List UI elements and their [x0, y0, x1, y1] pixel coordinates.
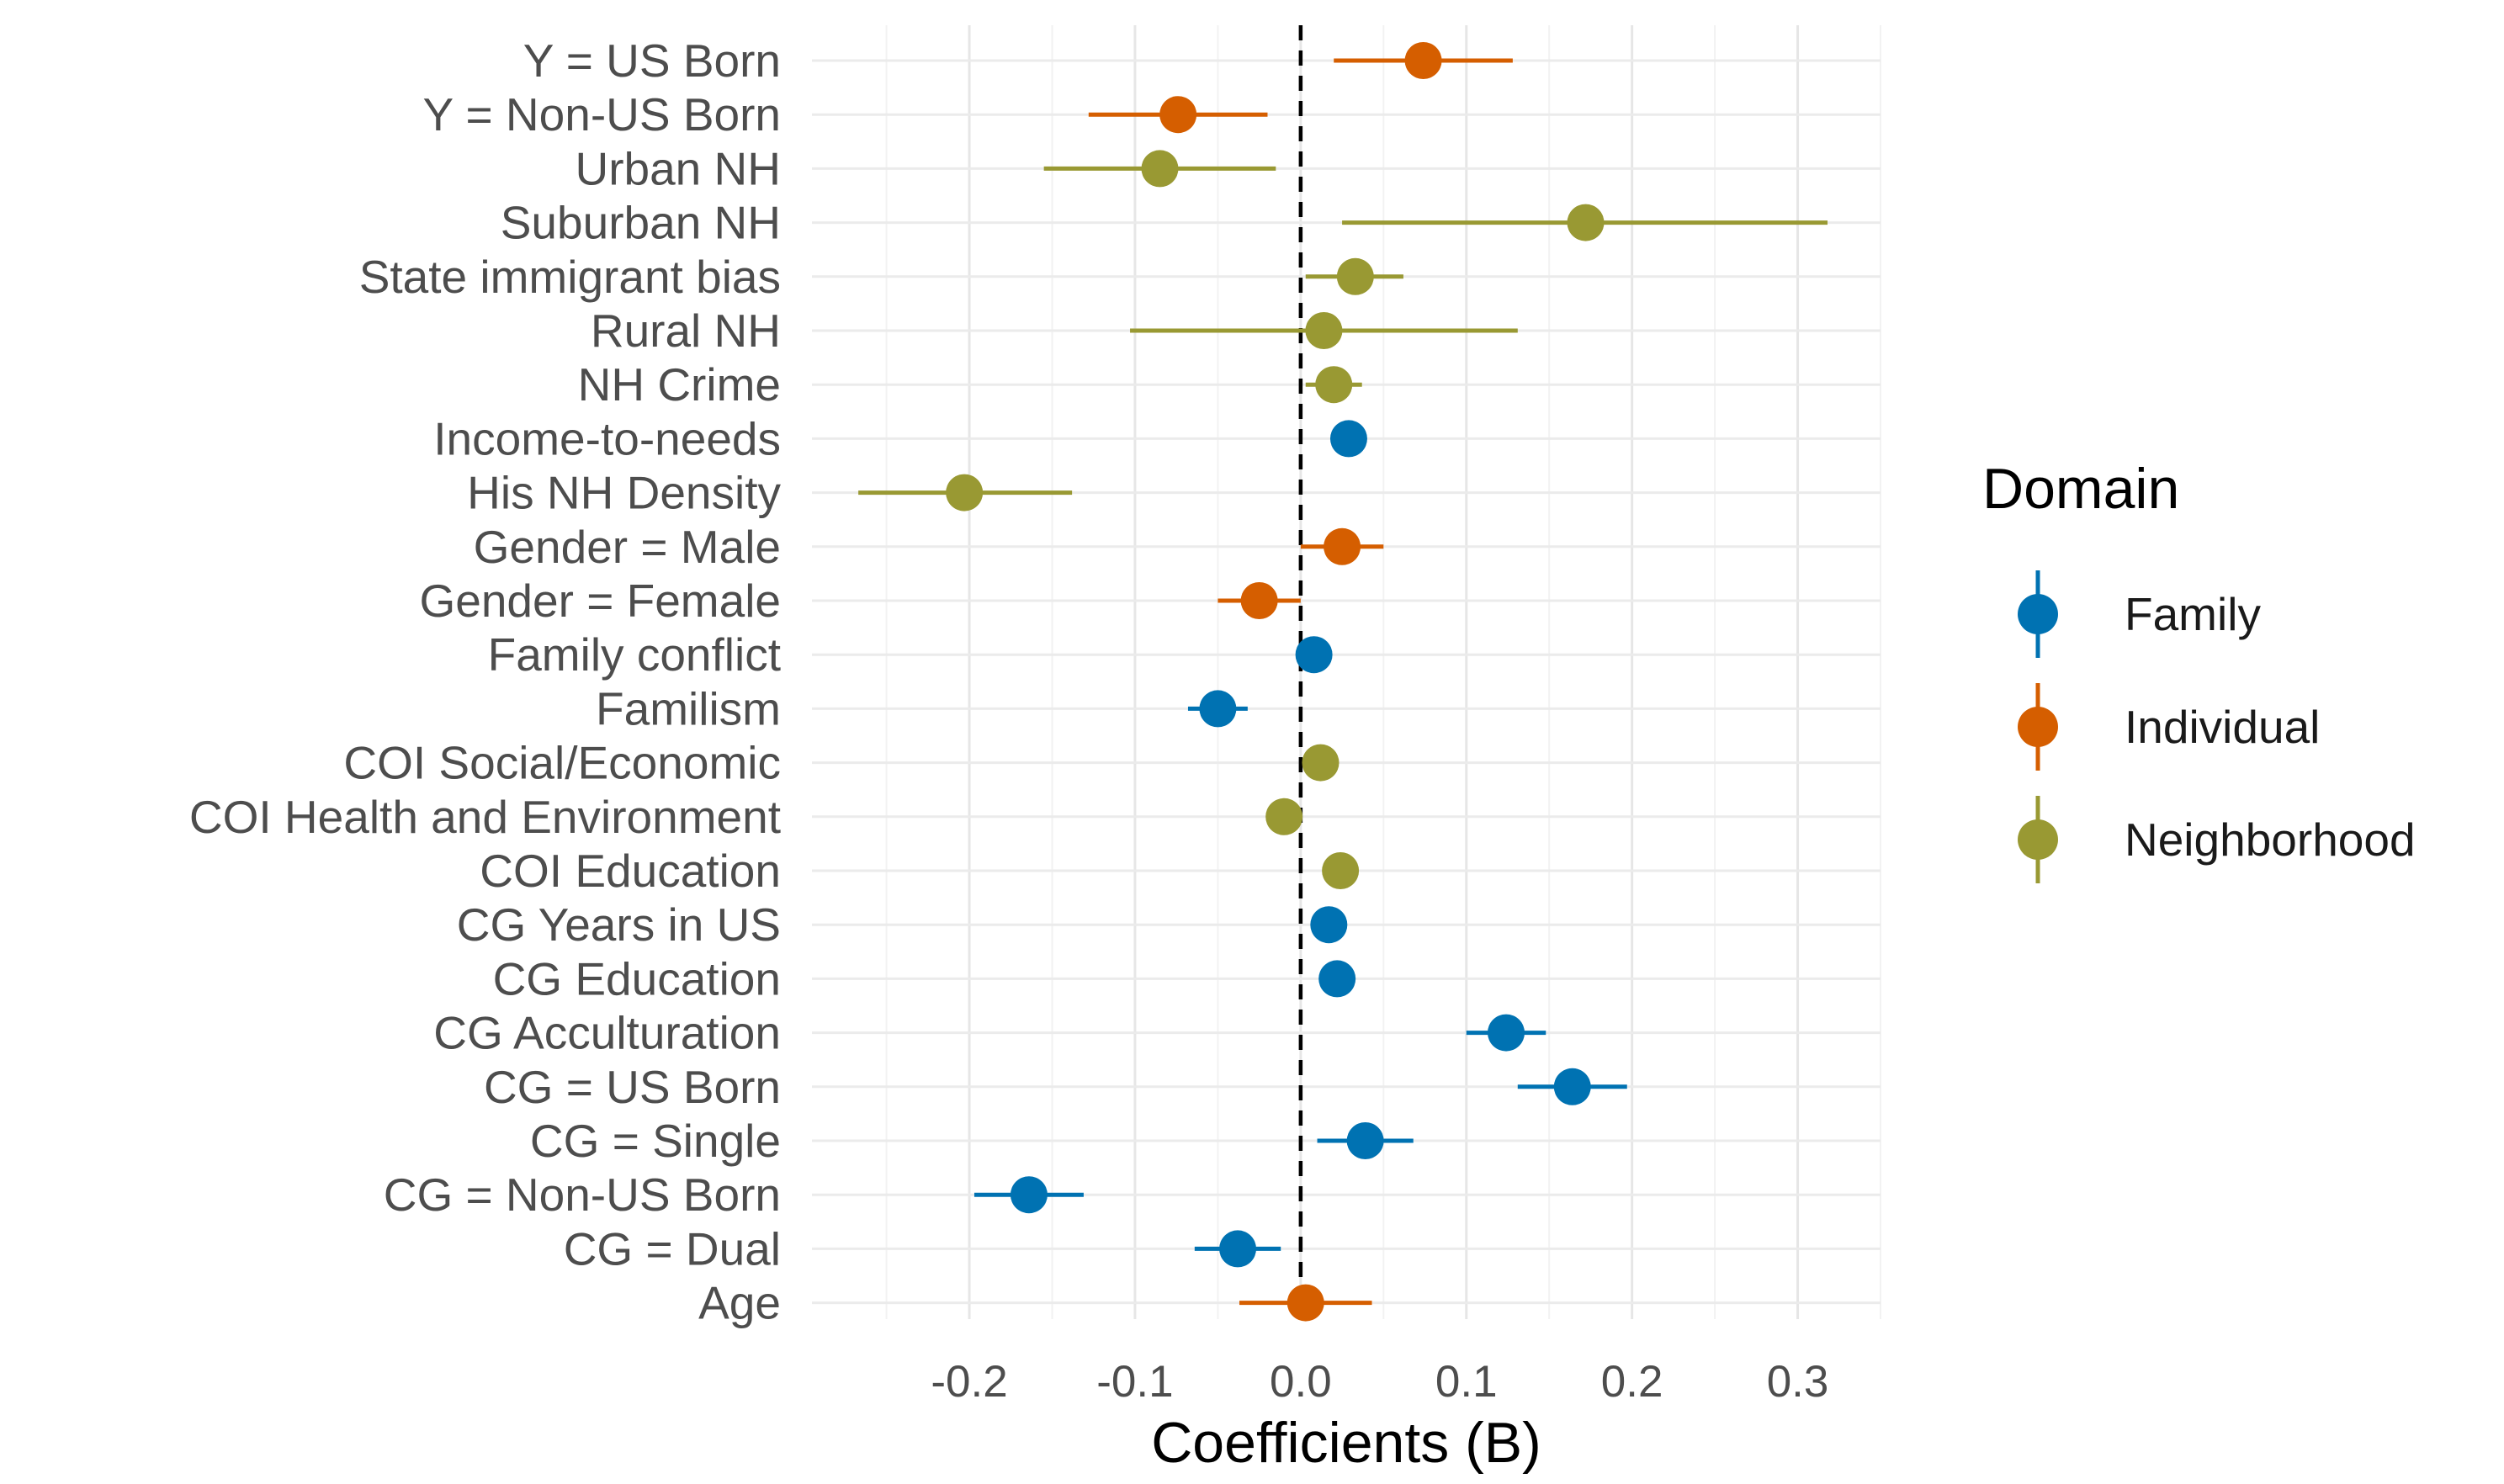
y-tick-label: NH Crime: [578, 358, 781, 411]
data-point: [1567, 204, 1605, 241]
y-tick-label: CG Acculturation: [433, 1007, 781, 1059]
data-point: [1310, 906, 1348, 944]
data-point: [1010, 1176, 1048, 1214]
x-axis-tick-labels: -0.2 -0.1 0.0 0.1 0.2 0.3: [931, 1357, 1828, 1407]
x-tick-label: -0.2: [931, 1357, 1007, 1407]
y-tick-label: CG = Dual: [564, 1222, 781, 1275]
data-point: [1329, 420, 1367, 458]
data-point: [1324, 527, 1361, 565]
y-tick-label: COI Education: [480, 845, 781, 897]
data-point: [1315, 366, 1353, 404]
points: [946, 42, 1605, 1322]
x-tick-label: 0.3: [1767, 1357, 1829, 1407]
legend-key-point: [2018, 707, 2058, 747]
data-point: [1346, 1122, 1384, 1159]
data-point: [1219, 1230, 1257, 1268]
x-tick-label: -0.1: [1096, 1357, 1173, 1407]
y-tick-label: Suburban NH: [501, 197, 781, 249]
y-tick-label: CG = Single: [530, 1115, 781, 1167]
y-tick-label: Income-to-needs: [433, 412, 781, 464]
x-tick-label: 0.1: [1435, 1357, 1498, 1407]
y-tick-label: CG = US Born: [484, 1061, 781, 1113]
x-axis-title: Coefficients (B): [1151, 1411, 1541, 1475]
data-point: [1141, 150, 1179, 188]
data-point: [1553, 1068, 1591, 1105]
y-tick-label: CG Years in US: [457, 898, 781, 951]
y-tick-label: Gender = Male: [474, 521, 781, 573]
legend: Domain Family Individual Neighborhood: [1982, 457, 2416, 883]
x-tick-label: 0.0: [1270, 1357, 1332, 1407]
data-point: [1488, 1014, 1525, 1052]
data-point: [1336, 257, 1374, 295]
y-tick-label: Age: [698, 1277, 781, 1329]
y-tick-label: Y = Non-US Born: [423, 88, 781, 140]
legend-label: Individual: [2125, 701, 2320, 753]
data-point: [1295, 636, 1333, 674]
legend-title: Domain: [1982, 457, 2179, 521]
y-tick-label: Family conflict: [488, 628, 781, 681]
data-point: [1199, 690, 1237, 728]
y-tick-label: Gender = Female: [419, 575, 781, 627]
grid: [812, 25, 1881, 1319]
data-point: [1240, 582, 1278, 619]
legend-label: Family: [2125, 588, 2261, 640]
legend-key-point: [2018, 819, 2058, 860]
data-point: [946, 474, 984, 511]
data-point: [1302, 744, 1340, 782]
y-tick-label: State immigrant bias: [359, 251, 781, 303]
y-tick-label: COI Social/Economic: [343, 737, 781, 789]
y-tick-label: His NH Density: [467, 467, 781, 519]
y-tick-label: Rural NH: [591, 305, 781, 357]
data-point: [1265, 798, 1303, 835]
data-point: [1286, 1284, 1324, 1322]
data-point: [1404, 42, 1442, 79]
y-tick-label: Y = US Born: [523, 34, 781, 87]
data-point: [1318, 960, 1356, 998]
legend-label: Neighborhood: [2125, 814, 2416, 866]
x-tick-label: 0.2: [1601, 1357, 1663, 1407]
y-tick-label: CG = Non-US Born: [384, 1169, 781, 1221]
legend-key-point: [2018, 594, 2058, 634]
data-point: [1305, 312, 1343, 349]
y-tick-label: COI Health and Environment: [189, 791, 781, 843]
y-tick-label: CG Education: [493, 952, 781, 1004]
y-tick-label: Urban NH: [575, 142, 781, 194]
data-point: [1159, 96, 1197, 134]
data-point: [1322, 852, 1360, 889]
y-tick-label: Familism: [596, 682, 781, 734]
